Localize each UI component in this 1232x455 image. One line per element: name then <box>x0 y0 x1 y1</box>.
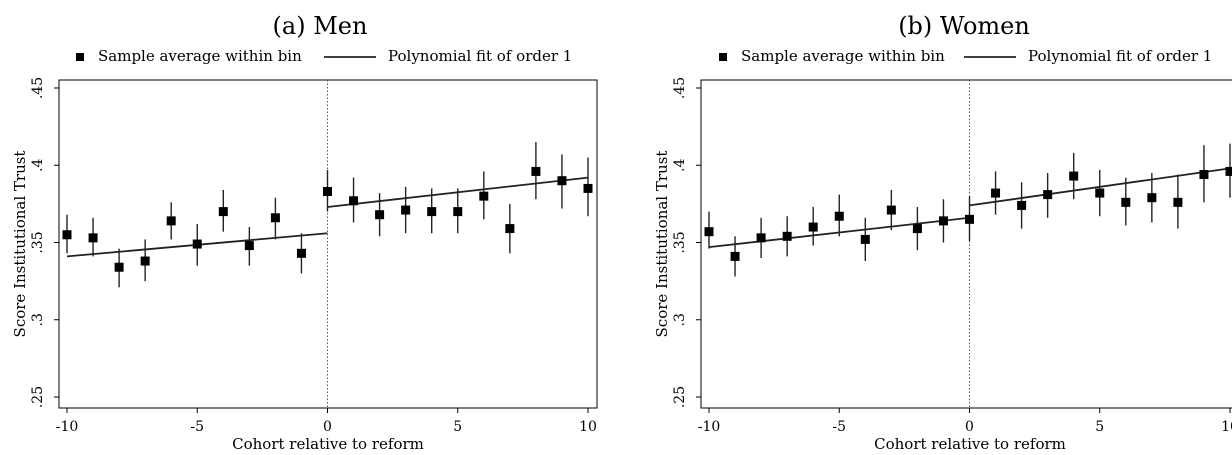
data-point <box>991 188 1001 198</box>
x-tick-label: -10 <box>698 419 721 435</box>
data-point <box>62 230 72 240</box>
data-point <box>557 176 567 186</box>
data-point <box>531 166 541 176</box>
data-point <box>1069 171 1079 181</box>
data-point <box>704 227 714 237</box>
plot-frame <box>700 79 1232 409</box>
chart-title: (a) Men <box>273 12 368 40</box>
y-tick-label: .3 <box>672 313 688 326</box>
legend-fit-label: Polynomial fit of order 1 <box>1028 47 1212 65</box>
data-point <box>140 256 150 266</box>
data-point <box>270 213 280 223</box>
data-point <box>1173 197 1183 207</box>
y-axis-label: Score Institutional Trust <box>11 151 29 338</box>
data-point <box>834 211 844 221</box>
x-tick-label: 0 <box>965 419 974 435</box>
data-point <box>1121 197 1131 207</box>
data-point <box>938 216 948 226</box>
y-tick-label: .45 <box>30 77 46 99</box>
legend-marker-symbol <box>719 53 727 61</box>
data-point <box>427 207 437 217</box>
data-point <box>1095 188 1105 198</box>
data-point <box>88 233 98 243</box>
data-point <box>349 196 359 206</box>
legend-markers-label: Sample average within bin <box>741 47 945 65</box>
chart-panel-2: (b) Women Sample average within bin Polyno… <box>653 12 1232 453</box>
data-point <box>401 205 411 215</box>
data-point <box>730 251 740 261</box>
x-tick-label: 0 <box>323 419 332 435</box>
data-point <box>218 207 228 217</box>
data-point <box>323 187 332 197</box>
y-tick-label: .3 <box>30 313 46 326</box>
data-point <box>1225 166 1232 176</box>
data-point <box>860 234 870 244</box>
data-point <box>1147 193 1157 203</box>
data-point <box>782 231 792 241</box>
data-point <box>166 216 176 226</box>
data-point <box>808 222 818 232</box>
y-axis-label: Score Institutional Trust <box>653 151 671 338</box>
data-point <box>1199 170 1209 180</box>
data-point <box>912 224 922 234</box>
data-point <box>886 205 896 215</box>
x-axis-label: Cohort relative to reform <box>232 435 424 453</box>
data-point <box>965 214 974 224</box>
data-point <box>756 233 766 243</box>
x-tick-label: -5 <box>190 419 204 435</box>
data-point <box>375 210 385 220</box>
legend-fit-label: Polynomial fit of order 1 <box>388 47 572 65</box>
data-point <box>114 262 124 272</box>
x-tick-label: 5 <box>1095 419 1104 435</box>
x-tick-label: -10 <box>56 419 79 435</box>
data-point <box>1043 190 1053 200</box>
x-tick-label: -5 <box>832 419 846 435</box>
data-point <box>1017 200 1027 210</box>
legend-marker-symbol <box>76 53 84 61</box>
data-point <box>479 191 489 201</box>
chart-title: (b) Women <box>898 12 1030 40</box>
y-tick-label: .25 <box>30 386 46 408</box>
y-tick-label: .35 <box>30 231 46 253</box>
y-tick-label: .25 <box>672 386 688 408</box>
y-tick-label: .4 <box>672 158 688 171</box>
legend-markers-label: Sample average within bin <box>98 47 302 65</box>
y-tick-label: .45 <box>672 77 688 99</box>
y-tick-label: .4 <box>30 158 46 171</box>
data-point <box>192 239 202 249</box>
x-tick-label: 5 <box>453 419 462 435</box>
data-point <box>453 207 463 217</box>
data-point <box>244 241 254 251</box>
x-tick-label: 10 <box>1221 419 1232 435</box>
x-axis-label: Cohort relative to reform <box>874 435 1066 453</box>
data-point <box>583 183 593 193</box>
data-point <box>296 248 306 258</box>
data-point <box>505 224 515 234</box>
x-tick-label: 10 <box>579 419 597 435</box>
y-tick-label: .35 <box>672 231 688 253</box>
chart-panel-1: (a) Men Sample average within bin Polynomi… <box>11 12 598 453</box>
